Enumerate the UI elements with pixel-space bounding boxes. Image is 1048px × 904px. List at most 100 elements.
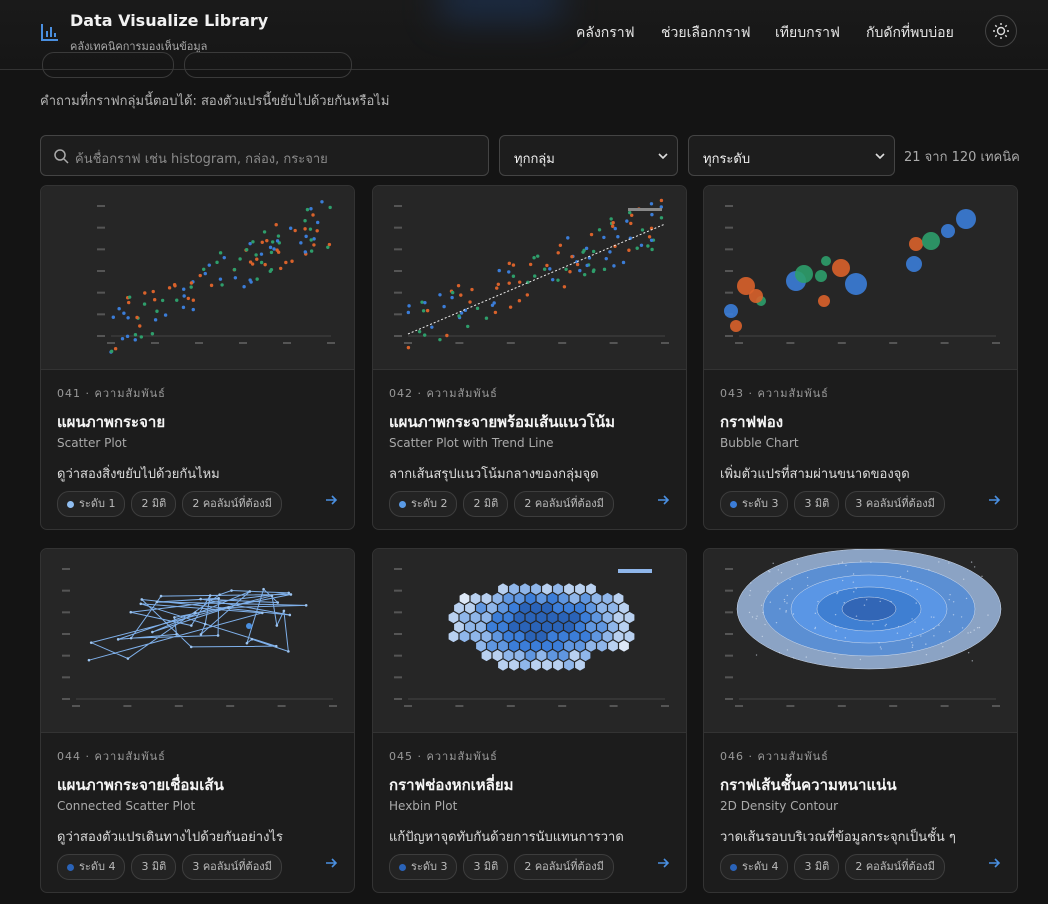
card-subtitle: Connected Scatter Plot — [57, 799, 196, 813]
dot — [584, 246, 589, 251]
card-subtitle: Scatter Plot with Trend Line — [389, 436, 554, 450]
tag: 3 มิติ — [794, 854, 840, 880]
tick-glyph — [725, 654, 733, 657]
dot — [533, 274, 537, 278]
dot — [789, 578, 791, 581]
arrow-shape — [658, 858, 670, 868]
tick-glyph — [506, 342, 515, 344]
dot — [910, 632, 912, 634]
hexbin — [618, 601, 630, 615]
dot — [274, 223, 278, 227]
dot — [260, 240, 264, 244]
dot — [507, 281, 511, 285]
hexbin — [574, 658, 586, 672]
hexbin — [530, 658, 542, 672]
hexbin — [497, 620, 509, 634]
theme-toggle[interactable] — [985, 15, 1017, 47]
dot — [786, 649, 789, 651]
hexbin — [607, 620, 619, 634]
hexbin — [514, 592, 525, 605]
dot — [780, 572, 783, 574]
dot — [293, 228, 297, 233]
dot — [976, 627, 979, 629]
dot — [496, 282, 501, 286]
dot — [755, 654, 758, 656]
tab-pill[interactable] — [42, 52, 174, 78]
arrow-icon[interactable] — [987, 856, 1001, 870]
arrow-icon[interactable] — [656, 856, 670, 870]
card-title: แผนภาพกระจายพร้อมเส้นแนวโน้ม — [389, 413, 616, 431]
hexbin — [547, 649, 558, 662]
card-title: กราฟช่องหกเหลี่ยม — [389, 776, 514, 794]
tick-glyph — [62, 698, 70, 700]
hexbin — [459, 630, 470, 643]
dot — [925, 653, 928, 656]
search-box[interactable]: ค้นชื่อกราฟ เช่น histogram, กล่อง, กระจา… — [40, 135, 489, 176]
tick-glyph — [394, 654, 402, 657]
dot — [532, 256, 536, 260]
card[interactable]: 043 · ความสัมพันธ์ กราฟฟอง Bubble Chart เพิ… — [703, 185, 1018, 530]
level-select[interactable]: ทุกระดับ — [688, 135, 895, 176]
dot — [442, 304, 446, 309]
hexbin — [613, 611, 624, 624]
dot — [602, 235, 606, 240]
nav-link[interactable]: คลังกราฟ — [576, 25, 635, 41]
hexbin — [530, 620, 542, 634]
tick-glyph — [889, 342, 898, 344]
dot — [450, 295, 454, 300]
tick-glyph — [725, 698, 733, 700]
hexbin — [486, 601, 498, 615]
card[interactable]: 045 · ความสัมพันธ์ กราฟช่องหกเหลี่ยม Hexbi… — [372, 548, 687, 893]
dot — [163, 313, 168, 317]
tick-glyph — [151, 342, 159, 344]
arrow-icon[interactable] — [656, 493, 670, 507]
nav-link[interactable]: กับดักที่พบบ่อย — [866, 25, 954, 41]
glow — [440, 0, 560, 20]
dot — [911, 644, 914, 646]
card[interactable]: 044 · ความสัมพันธ์ แผนภาพกระจายเชื่อมเส้น… — [40, 548, 355, 893]
dot — [911, 646, 914, 648]
tick-glyph — [394, 698, 402, 700]
dot — [459, 311, 464, 315]
dot — [450, 290, 455, 295]
card[interactable]: 041 · ความสัมพันธ์ แผนภาพกระจาย Scatter Pl… — [40, 185, 355, 530]
dot — [775, 621, 778, 624]
arrow-icon[interactable] — [324, 856, 338, 870]
dot — [933, 635, 935, 637]
dot — [969, 631, 972, 634]
tag-text: 3 มิติ — [804, 497, 830, 510]
hexbin — [514, 649, 525, 662]
hexbin — [470, 592, 481, 605]
hexbin — [569, 649, 580, 662]
dot — [970, 561, 973, 563]
dot — [159, 594, 163, 598]
arrow-icon[interactable] — [324, 493, 338, 507]
dot — [517, 298, 522, 303]
logo — [41, 24, 58, 41]
dot — [113, 346, 118, 351]
hexbin — [558, 630, 569, 643]
arrow-icon[interactable] — [987, 493, 1001, 507]
hexbin — [541, 639, 553, 653]
hexbin — [492, 630, 503, 643]
dot — [952, 614, 955, 616]
nav-link[interactable]: เทียบกราฟ — [775, 25, 840, 41]
hexbin — [448, 611, 459, 624]
dot — [203, 622, 207, 626]
path-line — [88, 588, 307, 661]
hexbin — [536, 592, 547, 605]
tick-glyph — [725, 226, 733, 229]
card[interactable]: 042 · ความสัมพันธ์ แผนภาพกระจายพร้อมเส้นแ… — [372, 185, 687, 530]
dot — [942, 646, 944, 648]
dot — [760, 604, 763, 606]
tab-pill[interactable] — [184, 52, 352, 78]
card[interactable]: 046 · ความสัมพันธ์ กราฟเส้นชั้นความหนาแน่… — [703, 548, 1018, 893]
dot — [303, 227, 307, 231]
group-select[interactable]: ทุกกลุ่ม — [499, 135, 678, 176]
hexbin — [448, 630, 459, 643]
dot — [507, 270, 511, 274]
dot — [748, 611, 751, 614]
nav-link[interactable]: ช่วยเลือกกราฟ — [661, 25, 751, 41]
tick-glyph — [97, 226, 105, 229]
thumbnail — [373, 186, 686, 370]
